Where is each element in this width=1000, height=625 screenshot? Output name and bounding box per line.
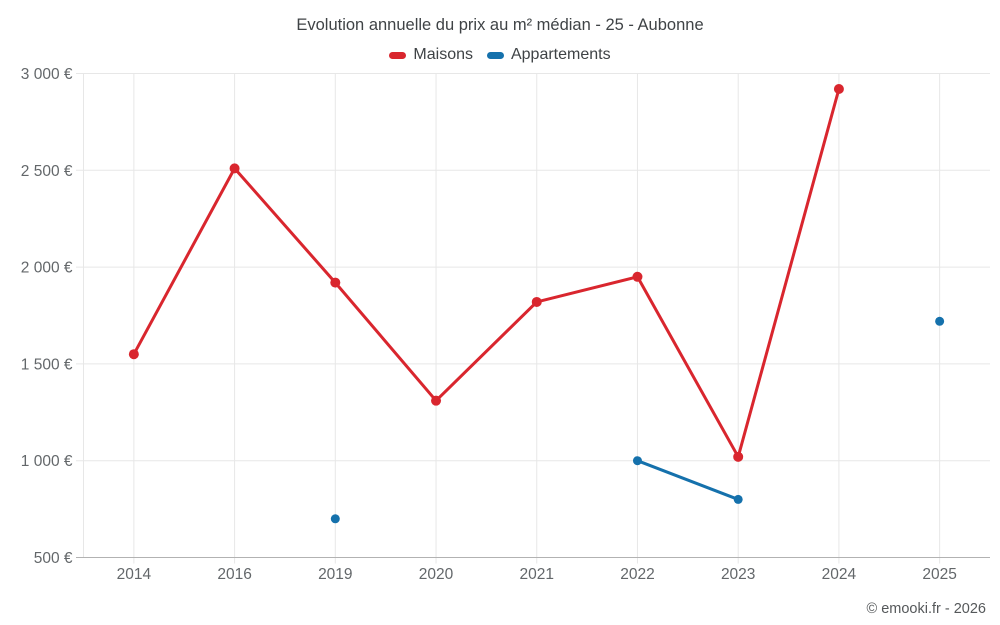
data-point-appartements-2023[interactable]: [733, 494, 743, 504]
data-point-maisons-2016[interactable]: [229, 163, 240, 174]
x-tick-label: 2020: [419, 566, 454, 583]
data-point-maisons-2024[interactable]: [833, 83, 844, 94]
data-point-maisons-2020[interactable]: [431, 395, 442, 406]
data-point-appartements-2022[interactable]: [632, 456, 642, 466]
appartements-swatch: [486, 51, 504, 59]
y-tick-label: 500 €: [34, 550, 73, 567]
chart-title: Evolution annuelle du prix au m² médian …: [296, 16, 704, 34]
x-tick-label: 2023: [721, 566, 755, 583]
data-point-maisons-2014[interactable]: [128, 349, 139, 360]
series-line-appartements: [635, 459, 740, 501]
y-tick-label: 2 000 €: [21, 260, 73, 277]
data-point-maisons-2021[interactable]: [531, 296, 542, 307]
data-point-maisons-2022[interactable]: [632, 271, 643, 282]
y-tick-label: 2 500 €: [21, 163, 73, 180]
legend-label-appartements: Appartements: [510, 46, 611, 63]
data-point-maisons-2023[interactable]: [733, 451, 744, 462]
data-point-maisons-2019[interactable]: [330, 277, 341, 288]
x-tick-label: 2025: [922, 566, 956, 583]
y-tick-label: 1 000 €: [21, 453, 73, 470]
x-tick-label: 2022: [620, 566, 654, 583]
data-point-appartements-2019[interactable]: [330, 514, 340, 524]
legend-item-maisons[interactable]: Maisons: [389, 46, 473, 64]
y-tick-label: 3 000 €: [21, 66, 73, 83]
legend: Maisons Appartements: [0, 46, 1000, 64]
x-tick-label: 2021: [520, 566, 554, 583]
series-line-maisons: [132, 87, 841, 459]
x-tick-label: 2019: [318, 566, 352, 583]
x-tick-label: 2014: [117, 566, 152, 583]
maisons-swatch: [389, 51, 407, 59]
legend-label-maisons: Maisons: [413, 46, 473, 63]
x-tick-label: 2024: [822, 566, 857, 583]
data-point-appartements-2025[interactable]: [935, 316, 945, 326]
x-tick-label: 2016: [217, 566, 251, 583]
copyright: © emooki.fr - 2026: [866, 601, 986, 617]
y-tick-label: 1 500 €: [21, 356, 73, 373]
legend-item-appartements[interactable]: Appartements: [486, 46, 611, 64]
